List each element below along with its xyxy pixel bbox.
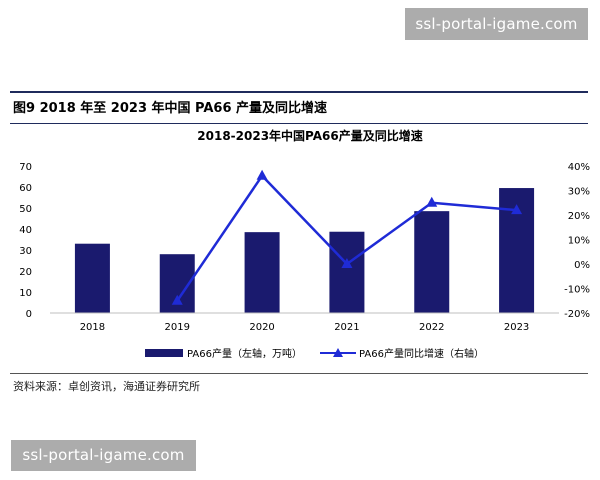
x-tick-label: 2019 [165,322,190,333]
x-tick-label: 2018 [80,322,105,333]
legend-line-marker [333,348,343,357]
figure-header: 图9 2018 年至 2023 年中国 PA66 产量及同比增速 [10,91,588,124]
x-tick-label: 2023 [504,322,529,333]
bar [329,231,365,313]
bar [414,211,450,313]
line-point [426,196,438,207]
x-tick-label: 2021 [334,322,359,333]
left-tick-label: 40 [19,225,32,236]
right-axis: -20% -10% 0% 10% 20% 30% 40% [564,162,590,320]
source-note: 资料来源：卓创资讯，海通证券研究所 [13,380,200,393]
left-tick-label: 20 [19,267,32,278]
figure-footer: 资料来源：卓创资讯，海通证券研究所 [10,373,588,393]
chart: 2018-2023年中国PA66产量及同比增速 010203040506070 … [19,128,590,360]
legend: PA66产量（左轴，万吨） PA66产量同比增速（右轴） [145,347,484,360]
figure-title: 图9 2018 年至 2023 年中国 PA66 产量及同比增速 [13,101,328,116]
line-point [511,204,523,215]
left-tick-label: 10 [19,288,32,299]
right-tick-label: 0% [574,260,590,271]
line-point [256,169,268,180]
bar-series [74,188,535,313]
watermark-bottom: ssl-portal-igame.com [11,440,196,471]
left-axis: 0 10 20 30 40 50 60 70 [19,162,32,320]
left-tick-label: 30 [19,246,32,257]
bar [74,243,110,313]
right-tick-label: 40% [568,162,590,173]
legend-bar-swatch [145,349,183,357]
line-point [341,258,353,268]
x-tick-label: 2020 [249,322,274,333]
x-axis: 2018 2019 2020 2021 2022 2023 [80,322,530,333]
legend-line-label: PA66产量同比增速（右轴） [359,347,484,360]
x-tick-label: 2022 [419,322,444,333]
watermark-top: ssl-portal-igame.com [405,8,588,40]
legend-bar-label: PA66产量（左轴，万吨） [187,347,302,360]
left-tick-label: 70 [19,162,32,173]
right-tick-label: -10% [564,285,590,296]
right-tick-label: 30% [568,187,590,198]
line-series [171,169,523,305]
left-tick-label: 60 [19,183,32,194]
chart-title: 2018-2023年中国PA66产量及同比增速 [197,128,422,143]
left-tick-label: 50 [19,204,32,215]
line-point [171,294,183,305]
right-tick-label: -20% [564,309,590,320]
bar [244,232,280,313]
left-tick-label: 0 [26,309,32,320]
right-tick-label: 20% [568,211,590,222]
right-tick-label: 10% [568,236,590,247]
